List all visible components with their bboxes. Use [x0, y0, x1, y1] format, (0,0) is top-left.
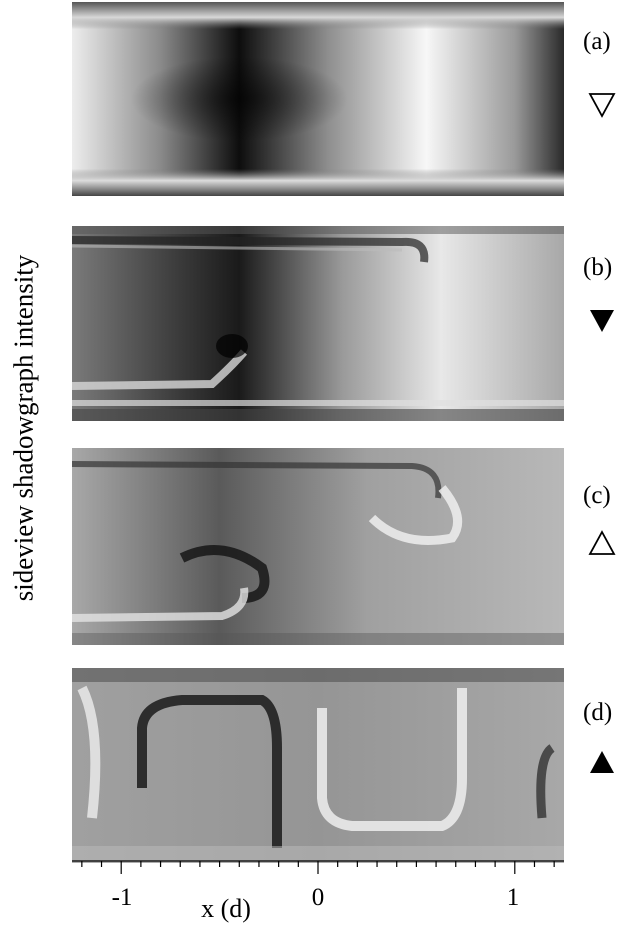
- open-up-triangle-icon: [588, 530, 616, 556]
- panel-d-image: [72, 668, 564, 863]
- panel-c-label: (c): [583, 482, 611, 509]
- panel-b-image: [72, 226, 564, 421]
- panel-a-image: [72, 2, 564, 196]
- filled-up-triangle-icon: [588, 749, 616, 775]
- open-down-triangle-icon: [588, 92, 616, 118]
- panel-d-label: (d): [583, 699, 613, 726]
- x-axis-label: x (d): [201, 894, 251, 923]
- x-tick-label-1: 1: [506, 884, 520, 911]
- x-axis: [72, 860, 564, 874]
- panel-c-image: [72, 448, 564, 645]
- x-tick-label-0: 0: [311, 884, 325, 911]
- y-axis-label: sideview shadowgraph intensity: [8, 254, 39, 602]
- x-tick-label-neg1: -1: [111, 884, 133, 911]
- panel-b-label: (b): [583, 254, 613, 281]
- panel-a-label: (a): [583, 28, 611, 55]
- filled-down-triangle-icon: [588, 308, 616, 334]
